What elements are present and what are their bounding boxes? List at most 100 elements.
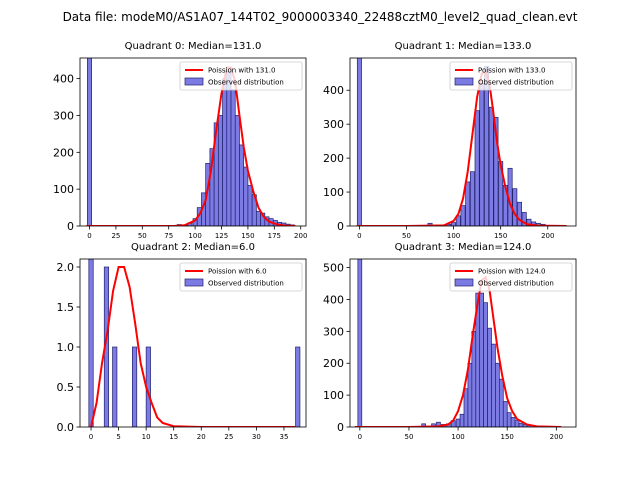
legend: Poission with 124.0 Observed distribution bbox=[449, 262, 573, 292]
bar-10 bbox=[467, 362, 473, 427]
y-tick-label-4: 400 bbox=[323, 293, 344, 306]
bar-10 bbox=[217, 115, 223, 226]
y-tick-label-2: 1.0 bbox=[57, 341, 75, 354]
axes-frame bbox=[349, 57, 577, 227]
bar-0 bbox=[88, 259, 94, 427]
legend-line-label: Poission with 6.0 bbox=[208, 268, 267, 276]
bar-5 bbox=[295, 346, 301, 427]
x-tick-label-1: 25 bbox=[111, 232, 120, 240]
bar-3 bbox=[436, 421, 441, 427]
axes-frame bbox=[79, 258, 307, 428]
x-tick-label-5: 125 bbox=[215, 232, 228, 240]
y-tick-label-0: 0 bbox=[67, 220, 74, 233]
x-tick-label-0: 0 bbox=[358, 433, 362, 441]
bar-0 bbox=[87, 58, 92, 226]
x-tick-label-4: 20 bbox=[197, 433, 206, 441]
x-tick-label-5: 25 bbox=[224, 433, 233, 441]
bar-22 bbox=[514, 420, 520, 427]
x-tick-label-2: 100 bbox=[451, 433, 464, 441]
bar-13 bbox=[479, 292, 484, 427]
y-tick-label-0: 0.0 bbox=[57, 421, 75, 434]
bars bbox=[88, 259, 301, 427]
bar-5 bbox=[460, 205, 466, 226]
y-tick-label-2: 200 bbox=[323, 357, 344, 370]
x-tick-label-4: 200 bbox=[550, 433, 563, 441]
bar-16 bbox=[491, 343, 496, 427]
x-tick-label-4: 200 bbox=[541, 232, 554, 240]
y-tick-label-1: 100 bbox=[323, 186, 344, 199]
x-tick-label-1: 5 bbox=[116, 433, 120, 441]
subplot-title: Quadrant 2: Median=6.0 bbox=[131, 242, 255, 253]
y-tick-label-0: 0 bbox=[337, 421, 344, 434]
axes-frame bbox=[349, 258, 577, 428]
bar-6 bbox=[465, 181, 471, 226]
bar-23 bbox=[518, 422, 524, 427]
y-tick-label-5: 500 bbox=[323, 262, 344, 275]
y-tick-label-3: 300 bbox=[323, 325, 344, 338]
legend-bar-label: Observed distribution bbox=[478, 79, 554, 87]
subplot-3: Quadrant 3: Median=124.0 0 50 100 150 200 0 100… bbox=[323, 242, 577, 441]
x-tick-label-7: 35 bbox=[279, 433, 288, 441]
y-tick-label-1: 100 bbox=[53, 183, 74, 196]
x-tick-label-0: 0 bbox=[87, 232, 91, 240]
poisson-line bbox=[354, 275, 562, 427]
legend-bar-label: Observed distribution bbox=[478, 280, 554, 288]
bar-9 bbox=[463, 388, 469, 427]
bar-21 bbox=[510, 417, 516, 427]
poisson-line bbox=[90, 266, 295, 427]
legend-bar-swatch bbox=[454, 278, 474, 287]
bar-19 bbox=[256, 210, 261, 226]
x-tick-label-3: 150 bbox=[501, 433, 514, 441]
legend-bar-swatch bbox=[184, 77, 204, 86]
x-tick-label-1: 50 bbox=[404, 433, 413, 441]
x-tick-label-4: 100 bbox=[188, 232, 201, 240]
bar-16 bbox=[243, 166, 249, 226]
x-tick-label-3: 15 bbox=[169, 433, 178, 441]
bar-11 bbox=[471, 331, 477, 427]
x-tick-label-0: 0 bbox=[357, 232, 361, 240]
x-tick-label-2: 10 bbox=[142, 433, 151, 441]
y-tick-label-2: 200 bbox=[323, 152, 344, 165]
y-tick-label-4: 400 bbox=[53, 73, 74, 86]
bar-19 bbox=[502, 401, 508, 427]
y-tick-label-1: 0.5 bbox=[57, 381, 75, 394]
y-tick-label-3: 1.5 bbox=[57, 301, 75, 314]
bar-19 bbox=[526, 218, 532, 226]
bar-12 bbox=[226, 70, 232, 226]
x-tick-label-2: 100 bbox=[447, 232, 460, 240]
x-tick-label-2: 50 bbox=[138, 232, 147, 240]
y-tick-label-3: 300 bbox=[53, 109, 74, 122]
y-tick-label-3: 300 bbox=[323, 118, 344, 131]
legend-line-label: Poission with 133.0 bbox=[478, 67, 546, 75]
legend-frame bbox=[179, 61, 303, 91]
bar-8 bbox=[474, 110, 480, 226]
y-tick-label-4: 400 bbox=[323, 84, 344, 97]
legend-frame bbox=[449, 262, 573, 292]
legend: Poission with 133.0 Observed distribution bbox=[449, 61, 573, 91]
bar-17 bbox=[517, 201, 522, 226]
legend-frame bbox=[449, 61, 573, 91]
y-tick-label-1: 100 bbox=[323, 389, 344, 402]
bar-17 bbox=[247, 185, 253, 226]
y-tick-label-2: 200 bbox=[53, 146, 74, 159]
y-tick-label-4: 2.0 bbox=[57, 261, 75, 274]
bar-7 bbox=[469, 171, 475, 226]
bar-3 bbox=[451, 222, 457, 226]
poisson-line bbox=[356, 70, 567, 226]
figure-title: Data file: modeM0/AS1A07_144T02_90000033… bbox=[63, 10, 578, 24]
subplot-0: Quadrant 0: Median=131.0 0 25 50 75 100 125 150… bbox=[53, 41, 307, 240]
bar-0 bbox=[357, 259, 363, 427]
legend-bar-swatch bbox=[454, 77, 474, 86]
legend-line-label: Poission with 124.0 bbox=[478, 268, 546, 276]
bar-11 bbox=[222, 78, 228, 226]
x-tick-label-6: 150 bbox=[241, 232, 254, 240]
legend-frame bbox=[179, 262, 303, 292]
poisson-line bbox=[86, 66, 296, 226]
subplots: Quadrant 0: Median=131.00 25 50 75 100 125 150… bbox=[53, 41, 577, 441]
legend-bar-label: Observed distribution bbox=[208, 79, 284, 87]
bar-8 bbox=[459, 413, 465, 427]
bar-18 bbox=[499, 378, 504, 427]
bar-17 bbox=[495, 362, 500, 427]
bar-0 bbox=[356, 58, 362, 226]
legend-line-label: Poission with 131.0 bbox=[208, 67, 276, 75]
